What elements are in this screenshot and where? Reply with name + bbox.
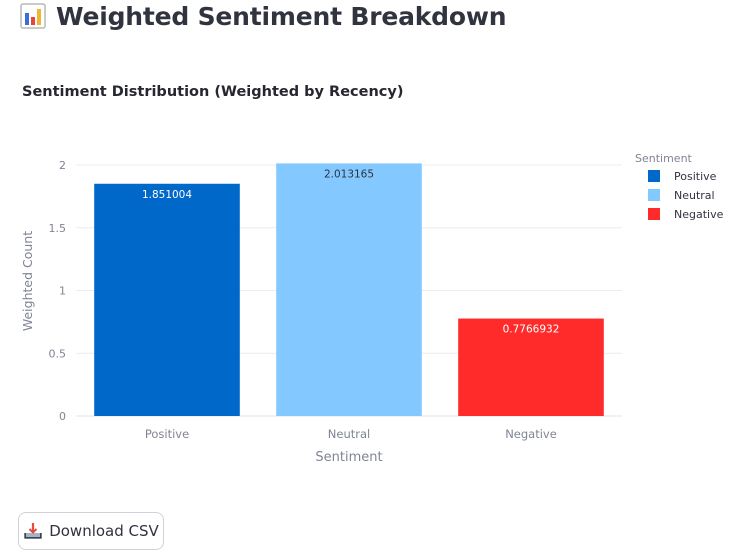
bar-chart-icon xyxy=(20,3,46,29)
y-tick-label: 0.5 xyxy=(49,347,67,360)
download-tray-icon xyxy=(23,522,43,540)
x-axis-title: Sentiment xyxy=(315,450,382,465)
y-tick-label: 1.5 xyxy=(49,222,67,235)
download-csv-button[interactable]: Download CSV xyxy=(18,512,164,550)
bar-neutral xyxy=(276,163,422,416)
chart-svg: Sentiment Distribution (Weighted by Rece… xyxy=(20,84,724,465)
chart-title: Sentiment Distribution (Weighted by Rece… xyxy=(22,84,403,100)
y-axis-title: Weighted Count xyxy=(20,231,35,331)
x-tick-label: Negative xyxy=(505,427,557,441)
data-label: 2.013165 xyxy=(324,168,374,180)
legend-swatch xyxy=(648,208,660,220)
y-tick-label: 1 xyxy=(59,285,66,298)
axis-ticks: 0 0.5 1 1.5 2 Positive Neutral Negative xyxy=(49,159,557,441)
y-tick-label: 0 xyxy=(59,410,66,423)
legend-swatch xyxy=(648,189,660,201)
sentiment-bar-chart: Sentiment Distribution (Weighted by Rece… xyxy=(0,70,754,480)
legend-item-label: Positive xyxy=(674,170,717,183)
download-csv-label: Download CSV xyxy=(49,522,159,540)
x-tick-label: Neutral xyxy=(328,427,370,441)
legend-item-label: Negative xyxy=(674,208,724,221)
legend-swatch xyxy=(648,170,660,182)
data-label: 0.7766932 xyxy=(503,324,560,336)
data-label: 1.851004 xyxy=(142,189,192,201)
legend-title: Sentiment xyxy=(635,152,693,165)
legend-item-label: Neutral xyxy=(674,189,715,202)
page-title: Weighted Sentiment Breakdown xyxy=(20,0,507,36)
bar-positive xyxy=(94,183,240,416)
y-tick-label: 2 xyxy=(59,159,66,172)
x-tick-label: Positive xyxy=(145,427,189,441)
legend[interactable]: Sentiment Positive Neutral Negative xyxy=(635,152,724,221)
bar-negative xyxy=(458,318,604,416)
page-title-text: Weighted Sentiment Breakdown xyxy=(56,1,507,31)
bars: 1.851004 2.013165 0.7766932 xyxy=(94,163,604,416)
